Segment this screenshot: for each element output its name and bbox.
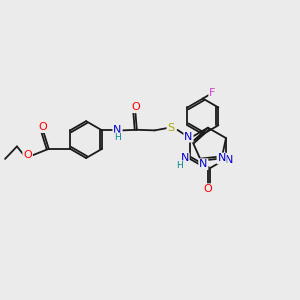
Text: N: N bbox=[225, 154, 233, 164]
Text: N: N bbox=[180, 153, 189, 163]
Text: F: F bbox=[209, 88, 216, 98]
Text: S: S bbox=[167, 123, 175, 133]
Text: H: H bbox=[176, 161, 183, 170]
Text: N: N bbox=[184, 132, 193, 142]
Text: N: N bbox=[218, 154, 226, 164]
Text: O: O bbox=[204, 184, 212, 194]
Text: O: O bbox=[23, 150, 32, 160]
Text: N: N bbox=[113, 125, 122, 135]
Text: O: O bbox=[131, 102, 140, 112]
Text: O: O bbox=[38, 122, 47, 132]
Text: N: N bbox=[199, 159, 208, 169]
Text: H: H bbox=[114, 133, 121, 142]
